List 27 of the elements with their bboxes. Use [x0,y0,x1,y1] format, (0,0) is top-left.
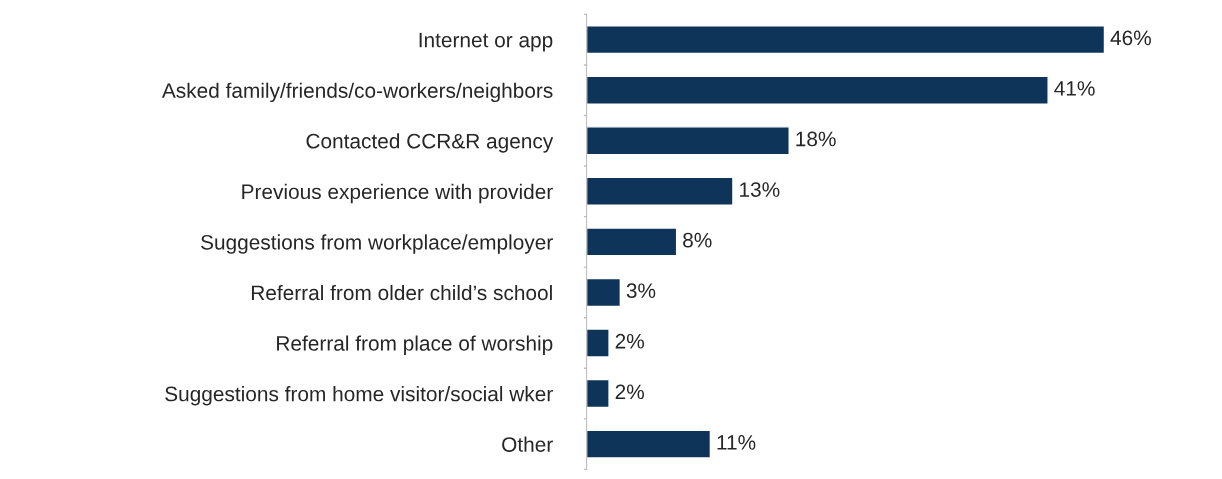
data-label: 2% [615,384,644,400]
bar [586,176,734,206]
y-tick-label: Suggestions from home visitor/social wker [165,386,553,406]
data-label: 41% [1054,81,1095,96]
data-label: 2% [615,333,644,349]
data-label: 3% [626,283,656,299]
y-tick-label: Previous experience with provider [242,183,553,204]
bar [586,429,712,459]
bar [586,277,622,308]
y-tick-label: Other [502,436,553,452]
bar [586,25,1106,55]
bar [586,75,1049,105]
bar [586,227,678,257]
data-label: 8% [683,232,712,248]
y-tick-label: Suggestions from workplace/employer [201,234,553,254]
bar [586,328,610,358]
y-tick-label: Asked family/friends/co-workers/neighbors [161,82,553,103]
y-tick-label: Contacted CCR&R agency [306,133,554,153]
data-label: 46% [1110,30,1151,46]
y-tick-label: Referral from place of worship [277,335,553,355]
bar [586,378,610,409]
y-tick-label: Internet or app [419,32,553,52]
bar [586,126,790,156]
data-label: 11% [717,435,756,450]
data-label: 13% [740,182,780,197]
data-label: 18% [796,131,836,147]
y-tick-label: Referral from older child’s school [251,284,552,301]
